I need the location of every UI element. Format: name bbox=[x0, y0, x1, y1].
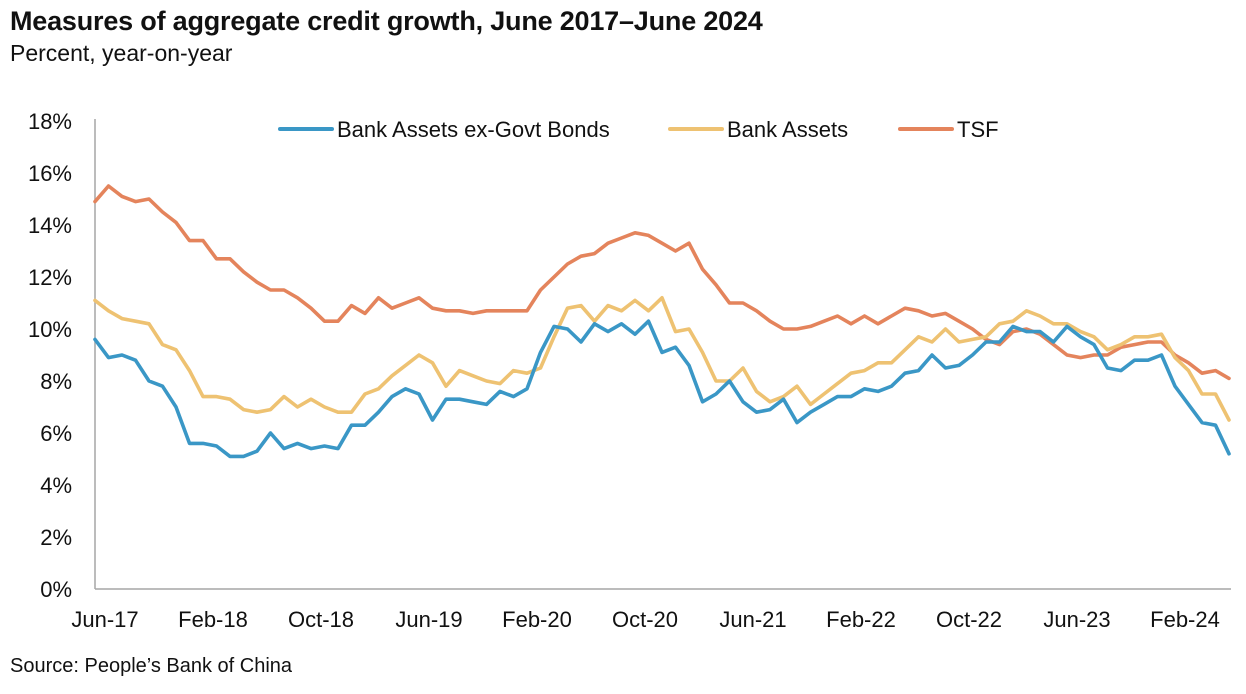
x-tick-label: Oct-22 bbox=[936, 607, 1002, 632]
x-axis: Jun-17 Feb-18 Oct-18 Jun-19 Feb-20 Oct-20 Jun-… bbox=[71, 588, 1231, 632]
legend-label: Bank Assets ex-Govt Bonds bbox=[337, 117, 610, 142]
x-tick-label: Jun-21 bbox=[719, 607, 786, 632]
series-line-bank-assets bbox=[93, 296, 1231, 422]
source-note: Source: People’s Bank of China bbox=[10, 655, 293, 677]
y-tick-label: 16% bbox=[28, 161, 72, 186]
series-line-tsf bbox=[93, 184, 1231, 381]
legend-label: Bank Assets bbox=[727, 117, 848, 142]
y-tick-label: 0% bbox=[40, 577, 72, 602]
x-tick-label: Jun-19 bbox=[395, 607, 462, 632]
x-tick-label: Feb-20 bbox=[502, 607, 572, 632]
y-tick-label: 6% bbox=[40, 421, 72, 446]
y-tick-label: 18% bbox=[28, 109, 72, 134]
y-tick-label: 10% bbox=[28, 317, 72, 342]
y-axis: 0% 2% 4% 6% 8% 10% 12% 14% 16% 18% bbox=[28, 109, 96, 602]
chart-subtitle: Percent, year-on-year bbox=[10, 40, 233, 66]
x-tick-label: Oct-20 bbox=[612, 607, 678, 632]
y-tick-label: 4% bbox=[40, 473, 72, 498]
x-tick-label: Jun-23 bbox=[1043, 607, 1110, 632]
legend-label: TSF bbox=[957, 117, 999, 142]
legend: Bank Assets ex-Govt Bonds Bank Assets TSF bbox=[278, 117, 999, 142]
y-tick-label: 2% bbox=[40, 525, 72, 550]
chart-title: Measures of aggregate credit growth, Jun… bbox=[10, 6, 763, 36]
y-tick-label: 12% bbox=[28, 265, 72, 290]
x-tick-label: Feb-24 bbox=[1150, 607, 1220, 632]
y-tick-label: 14% bbox=[28, 213, 72, 238]
x-tick-label: Oct-18 bbox=[288, 607, 354, 632]
x-tick-label: Feb-18 bbox=[178, 607, 248, 632]
x-tick-label: Feb-22 bbox=[826, 607, 896, 632]
series-line-bank-assets-ex-govt-bonds bbox=[93, 319, 1231, 459]
x-tick-label: Jun-17 bbox=[71, 607, 138, 632]
series-layer bbox=[93, 184, 1231, 459]
y-tick-label: 8% bbox=[40, 369, 72, 394]
